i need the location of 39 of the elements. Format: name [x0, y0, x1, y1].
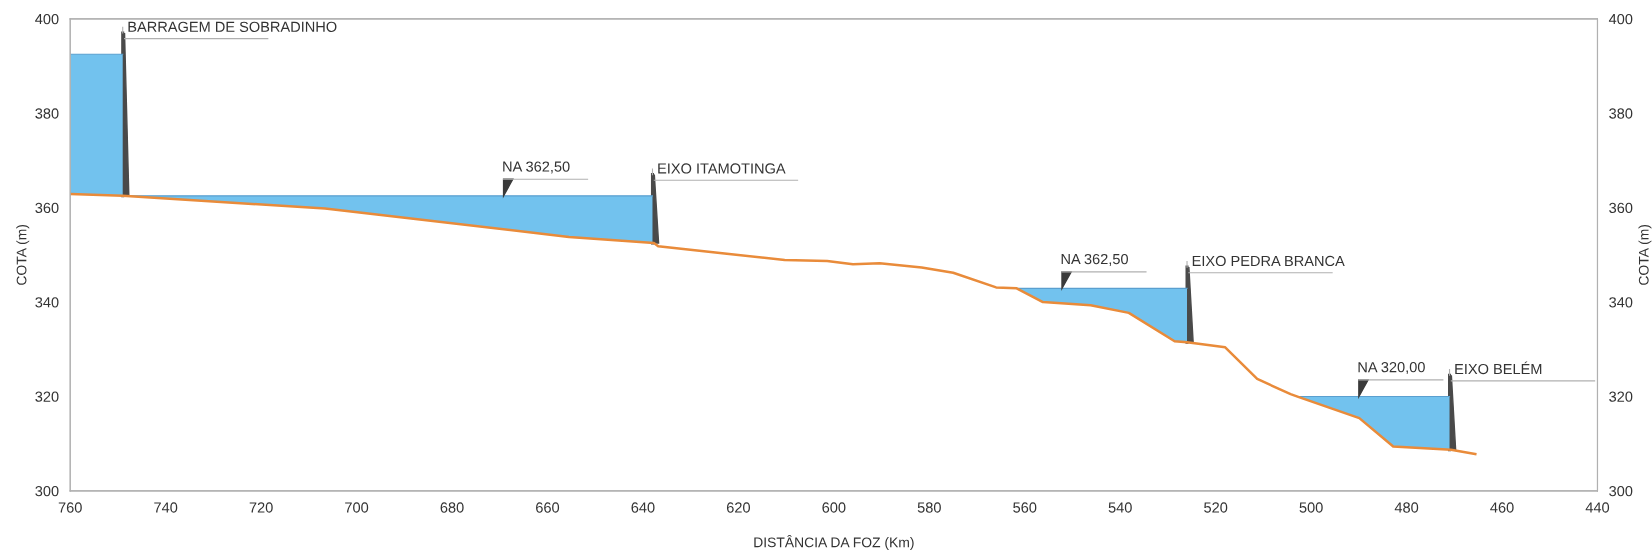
annotation: NA 362,50: [1061, 253, 1128, 266]
ref-line-label: EIXO PEDRA BRANCA: [1192, 255, 1345, 267]
y-tick-label: 300: [35, 485, 59, 497]
y2-tick-label: 400: [1608, 13, 1633, 25]
y-tick-label: 380: [35, 108, 59, 119]
annotation: NA 362,50: [503, 161, 570, 174]
x-tick-label: 760: [58, 502, 82, 513]
ref-line-label: EIXO ITAMOTINGA: [658, 163, 786, 174]
x-tick-label: 440: [1585, 502, 1610, 513]
x-tick-label: 600: [822, 502, 846, 513]
x-tick-label: 520: [1204, 502, 1228, 513]
y-tick-label: 360: [35, 202, 59, 214]
x-tick-label: 460: [1490, 502, 1514, 513]
y-tick-label: 340: [35, 297, 59, 308]
annotation: NA 320,00: [1358, 361, 1425, 375]
y2-tick-label: 380: [1609, 108, 1633, 119]
y2-tick-label: 300: [1609, 485, 1633, 497]
y-tick-label: 320: [35, 391, 59, 402]
x-tick-label: 660: [536, 502, 560, 513]
y2-tick-label: 320: [1609, 391, 1633, 402]
x-tick-label: 700: [345, 502, 369, 513]
x-axis-title: DISTÂNCIA DA FOZ (Km): [754, 534, 914, 550]
x-tick-label: 500: [1299, 502, 1323, 513]
y2-tick-label: 360: [1609, 202, 1633, 214]
y-axis-title: COTA (m): [16, 224, 30, 285]
x-tick-label: 580: [917, 502, 941, 513]
ref-line-label: BARRAGEM DE SOBRADINHO: [128, 21, 337, 32]
y2-axis-title: COTA (m): [1638, 224, 1652, 285]
x-tick-label: 640: [631, 502, 655, 513]
y2-tick-label: 340: [1609, 297, 1633, 308]
x-tick-label: 740: [154, 502, 178, 513]
x-tick-label: 720: [249, 502, 273, 513]
y-tick-label: 400: [35, 13, 59, 25]
ref-line-label: EIXO BELÉM: [1455, 361, 1542, 375]
x-tick-label: 480: [1394, 502, 1419, 513]
x-tick-label: 620: [726, 502, 750, 513]
x-tick-label: 540: [1108, 502, 1132, 513]
x-tick-label: 560: [1013, 502, 1037, 513]
x-tick-label: 680: [440, 502, 464, 513]
